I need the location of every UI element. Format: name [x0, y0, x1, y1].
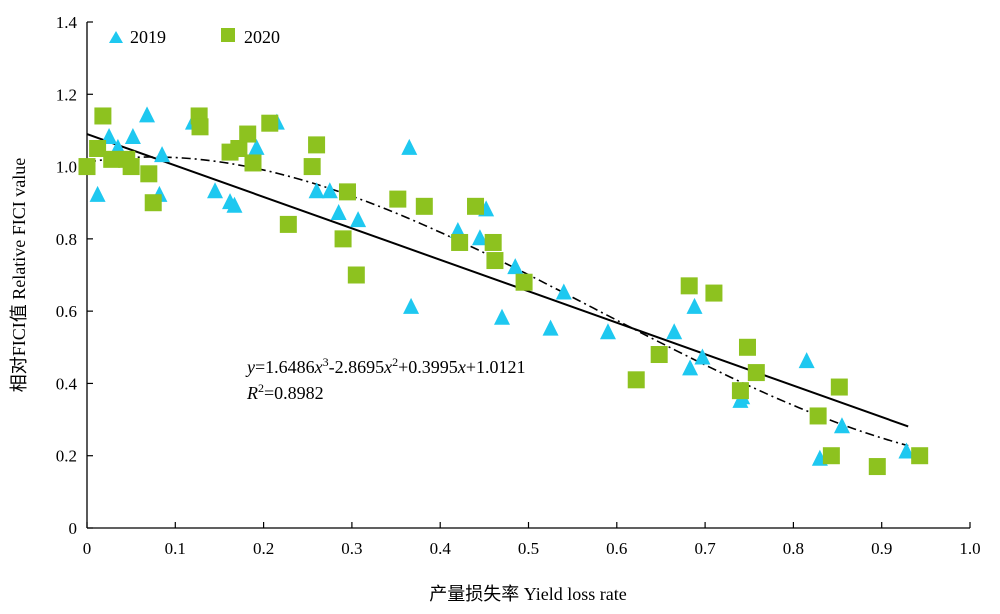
fit-lines [86, 133, 909, 447]
x-tick-label: 0.2 [253, 539, 274, 558]
point-2019 [494, 308, 511, 325]
point-2020 [868, 458, 886, 476]
point-2020 [94, 107, 112, 125]
point-2019 [321, 182, 338, 199]
point-2019 [401, 138, 418, 155]
x-tick-label: 0 [83, 539, 92, 558]
point-2020 [103, 150, 121, 168]
point-2020 [144, 194, 162, 212]
point-2019 [682, 359, 699, 376]
point-2020 [731, 382, 749, 400]
y-tick-label: 0.8 [56, 230, 77, 249]
x-tick-label: 0.7 [694, 539, 716, 558]
equation-text: y=1.6486x3-2.8695x2+0.3995x+1.0121 [245, 355, 525, 377]
point-2019 [403, 297, 420, 314]
point-2019 [599, 323, 616, 340]
linear-fit-line [86, 133, 909, 428]
point-2020 [122, 158, 140, 176]
point-2020 [347, 266, 365, 284]
x-axis-title: 产量损失率 Yield loss rate [429, 584, 626, 604]
point-2020 [191, 118, 209, 136]
y-tick-label: 1.2 [56, 85, 77, 104]
point-2020 [308, 136, 326, 154]
point-2019 [124, 128, 141, 145]
y-axis-title: 相对FICI值 Relative FICI value [9, 158, 29, 392]
r-squared-text: R2=0.8982 [246, 381, 324, 403]
point-2019 [350, 211, 367, 228]
point-2020 [451, 233, 469, 251]
x-tick-label: 0.5 [518, 539, 539, 558]
cubic-fit-curve [86, 156, 909, 447]
point-2020 [680, 277, 698, 295]
point-2019 [833, 417, 850, 434]
point-2019 [330, 203, 347, 220]
axes: 0 0.1 0.2 0.3 0.4 0.5 0.6 0.7 0.8 0.9 1.0 0 0.2 0.4 0.… [56, 13, 981, 558]
point-2020 [830, 378, 848, 396]
point-2020 [747, 364, 765, 382]
point-2019 [471, 229, 488, 246]
point-2020 [486, 252, 504, 270]
point-2019 [154, 146, 171, 163]
point-2020 [78, 158, 96, 176]
y-tick-label: 0.2 [56, 447, 77, 466]
point-2019 [207, 182, 224, 199]
point-2019 [694, 348, 711, 365]
point-2019 [898, 442, 915, 459]
point-2020 [334, 230, 352, 248]
point-2020 [140, 165, 158, 183]
regression-equation: y=1.6486x3-2.8695x2+0.3995x+1.0121 R2=0.… [245, 355, 525, 403]
y-tick-label: 0.6 [56, 302, 77, 321]
point-2020 [261, 114, 279, 132]
point-2019 [555, 283, 572, 300]
point-2020 [650, 346, 668, 364]
point-2019 [666, 323, 683, 340]
x-tick-label: 0.9 [871, 539, 892, 558]
x-tick-label: 0.3 [341, 539, 362, 558]
legend: 2019 2020 [109, 27, 280, 47]
point-2019 [542, 319, 559, 336]
point-2019 [308, 182, 325, 199]
x-tick-label: 0.4 [430, 539, 452, 558]
point-2020 [484, 233, 502, 251]
point-2020 [809, 407, 827, 425]
point-2020 [911, 447, 929, 465]
legend-marker-2019 [109, 31, 123, 43]
point-2020 [627, 371, 645, 389]
point-2019 [226, 196, 243, 213]
legend-label-2020: 2020 [244, 27, 280, 47]
x-tick-label: 0.1 [165, 539, 186, 558]
point-2020 [705, 284, 723, 302]
point-2020 [239, 125, 257, 143]
y-tick-label: 0 [69, 519, 78, 538]
point-2020 [389, 190, 407, 208]
point-2020 [515, 273, 533, 291]
y-tick-label: 0.4 [56, 374, 78, 393]
point-2019 [139, 106, 156, 123]
point-2019 [686, 297, 703, 314]
point-2020 [738, 338, 756, 356]
point-2019 [507, 258, 524, 275]
x-tick-label: 0.6 [606, 539, 627, 558]
point-2020 [244, 154, 262, 172]
point-2020 [279, 215, 297, 233]
point-2020 [415, 197, 433, 215]
x-tick-label: 0.8 [783, 539, 804, 558]
point-2020 [230, 140, 248, 157]
point-2020 [89, 140, 107, 157]
x-tick-label: 1.0 [959, 539, 980, 558]
point-2020 [822, 447, 840, 465]
legend-label-2019: 2019 [130, 27, 166, 47]
point-2019 [798, 352, 815, 369]
data-points [78, 106, 929, 476]
point-2020 [338, 183, 356, 201]
y-tick-label: 1.0 [56, 158, 77, 177]
legend-marker-2020 [221, 28, 235, 42]
point-2019 [89, 185, 106, 202]
point-2020 [303, 158, 321, 176]
y-tick-label: 1.4 [56, 13, 78, 32]
point-2019 [248, 138, 265, 155]
point-2020 [467, 197, 485, 215]
